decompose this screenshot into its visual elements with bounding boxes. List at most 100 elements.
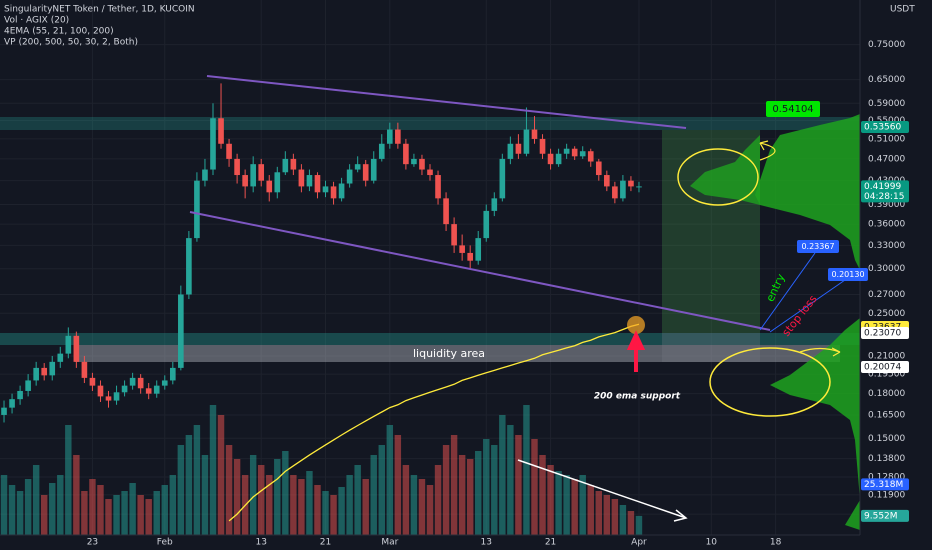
volume-bar bbox=[113, 495, 120, 535]
indicator-label: VP (200, 500, 50, 30, 2, Both) bbox=[4, 38, 138, 48]
support-label: 200 ema support bbox=[594, 392, 681, 402]
y-tick-label: 0.27000 bbox=[868, 290, 905, 300]
candle-body bbox=[338, 183, 345, 199]
volume-profile-lower bbox=[770, 318, 860, 530]
resistance-zone bbox=[0, 117, 860, 130]
candle-body bbox=[250, 164, 256, 187]
candle-body bbox=[459, 245, 465, 253]
candle-body bbox=[178, 294, 184, 368]
volume-bar bbox=[579, 475, 586, 535]
candle-body bbox=[483, 210, 490, 239]
volume-bar bbox=[282, 451, 289, 535]
volume-bar bbox=[410, 475, 418, 535]
candle-body bbox=[113, 392, 120, 401]
y-tick-label: 0.18000 bbox=[868, 389, 905, 399]
candle-body bbox=[587, 151, 594, 162]
candle-body bbox=[97, 385, 104, 397]
candle-body bbox=[571, 148, 578, 157]
volume-bar bbox=[121, 491, 128, 535]
liquidity-label: liquidity area bbox=[413, 347, 485, 360]
price-badge bbox=[861, 120, 909, 133]
volume-bar bbox=[330, 495, 337, 535]
x-tick-label: Feb bbox=[157, 538, 173, 548]
volume-profile-inner bbox=[690, 135, 760, 205]
volume-bar bbox=[571, 479, 578, 535]
candle-body bbox=[314, 175, 321, 193]
indicator-label: 4EMA (55, 21, 100, 200) bbox=[4, 27, 114, 37]
candle-body bbox=[145, 388, 152, 394]
y-tick-label: 0.65000 bbox=[868, 75, 905, 85]
candle-body bbox=[9, 399, 15, 408]
volume-bar bbox=[225, 445, 233, 535]
candle-body bbox=[547, 153, 554, 165]
volume-bar bbox=[458, 455, 466, 535]
volume-bar bbox=[298, 479, 305, 535]
y-tick-label: 0.19500 bbox=[868, 370, 905, 380]
candle-body bbox=[563, 148, 570, 154]
candle-body bbox=[290, 158, 297, 170]
price-badge-label: 0.23070 bbox=[864, 328, 901, 338]
x-tick-label: Apr bbox=[631, 538, 647, 548]
volume-bar bbox=[290, 475, 297, 535]
y-tick-label: 0.11900 bbox=[868, 490, 905, 500]
volume-bar bbox=[57, 475, 64, 535]
volume-bar bbox=[603, 495, 611, 535]
candles-layer bbox=[1, 83, 642, 522]
y-tick-label: 0.75000 bbox=[868, 40, 905, 50]
volume-bar bbox=[129, 483, 136, 535]
y-tick-label: 0.39000 bbox=[868, 200, 905, 210]
price-badge bbox=[861, 360, 909, 373]
volume-bar bbox=[555, 471, 562, 535]
y-tick-label: 0.15000 bbox=[868, 434, 905, 444]
volume-bar bbox=[515, 435, 522, 535]
volume-badge bbox=[861, 509, 909, 522]
candle-body bbox=[186, 238, 192, 295]
grid bbox=[0, 0, 860, 535]
candle-body bbox=[507, 143, 514, 159]
callout-box bbox=[797, 240, 839, 253]
volume-bar bbox=[394, 435, 402, 535]
y-tick-label: 0.33000 bbox=[868, 241, 905, 251]
callout-box bbox=[766, 101, 820, 117]
callout-box bbox=[828, 268, 868, 281]
price-badge-label: 0.53560 bbox=[864, 122, 901, 132]
candle-body bbox=[218, 118, 224, 144]
price-badge-label: 0.20074 bbox=[864, 362, 901, 372]
candle-body bbox=[443, 198, 449, 225]
candle-body bbox=[81, 361, 88, 378]
volume-bar bbox=[145, 499, 152, 535]
candle-body bbox=[137, 377, 144, 389]
volume-bar bbox=[386, 425, 394, 535]
volume-bar bbox=[40, 495, 48, 535]
volume-layer bbox=[0, 405, 643, 535]
candle-body bbox=[620, 180, 626, 199]
candle-body bbox=[403, 143, 409, 165]
candle-body bbox=[523, 129, 530, 154]
volume-bar bbox=[266, 475, 273, 535]
volume-bar bbox=[466, 459, 474, 535]
support-zone bbox=[0, 333, 860, 345]
candle-body bbox=[387, 129, 393, 144]
volume-bar bbox=[81, 491, 88, 535]
candle-body bbox=[153, 385, 160, 394]
y-tick-label: 0.36000 bbox=[868, 220, 905, 230]
volume-bar bbox=[418, 479, 426, 535]
entry-line bbox=[759, 252, 816, 331]
candle-body bbox=[282, 158, 289, 173]
candle-body bbox=[539, 138, 546, 154]
volume-bar bbox=[209, 405, 217, 535]
callout-label: 0.20130 bbox=[831, 270, 864, 279]
candle-body bbox=[129, 377, 136, 386]
x-tick-label: 21 bbox=[545, 538, 556, 548]
candle-body bbox=[121, 385, 128, 393]
volume-bar bbox=[274, 459, 281, 535]
volume-bar bbox=[233, 459, 241, 535]
ema-line bbox=[228, 323, 640, 522]
candle-body bbox=[515, 143, 522, 154]
volume-bar bbox=[523, 405, 530, 535]
volume-bar bbox=[402, 465, 410, 535]
volume-badge bbox=[861, 478, 909, 491]
candle-body bbox=[25, 380, 31, 391]
